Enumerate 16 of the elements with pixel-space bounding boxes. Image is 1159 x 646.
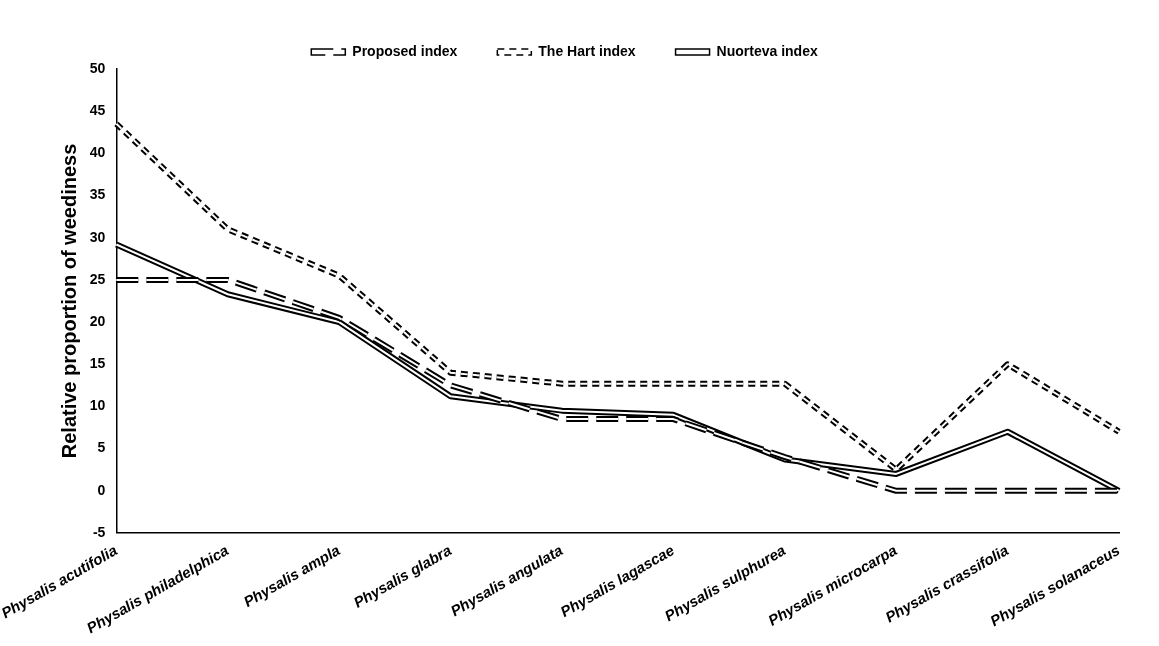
y-tick-label: 35 xyxy=(89,186,106,203)
y-tick-label: 20 xyxy=(89,312,106,329)
y-tick-label: 0 xyxy=(97,481,106,498)
y-tick-label: 10 xyxy=(89,397,106,414)
y-tick-label: 5 xyxy=(97,439,106,456)
legend-label: Proposed index xyxy=(352,42,458,59)
y-tick-label: 25 xyxy=(89,270,106,287)
legend-label: The Hart index xyxy=(538,42,636,59)
y-tick-label: 30 xyxy=(89,228,106,245)
y-tick-label: 45 xyxy=(89,102,106,119)
legend-label: Nuorteva index xyxy=(716,42,818,59)
y-tick-label: 15 xyxy=(89,355,106,372)
y-axis-title: Relative proportion of weediness xyxy=(58,143,81,459)
y-tick-label: -5 xyxy=(92,523,106,540)
y-tick-label: 40 xyxy=(89,144,106,161)
y-tick-label: 50 xyxy=(89,59,106,76)
